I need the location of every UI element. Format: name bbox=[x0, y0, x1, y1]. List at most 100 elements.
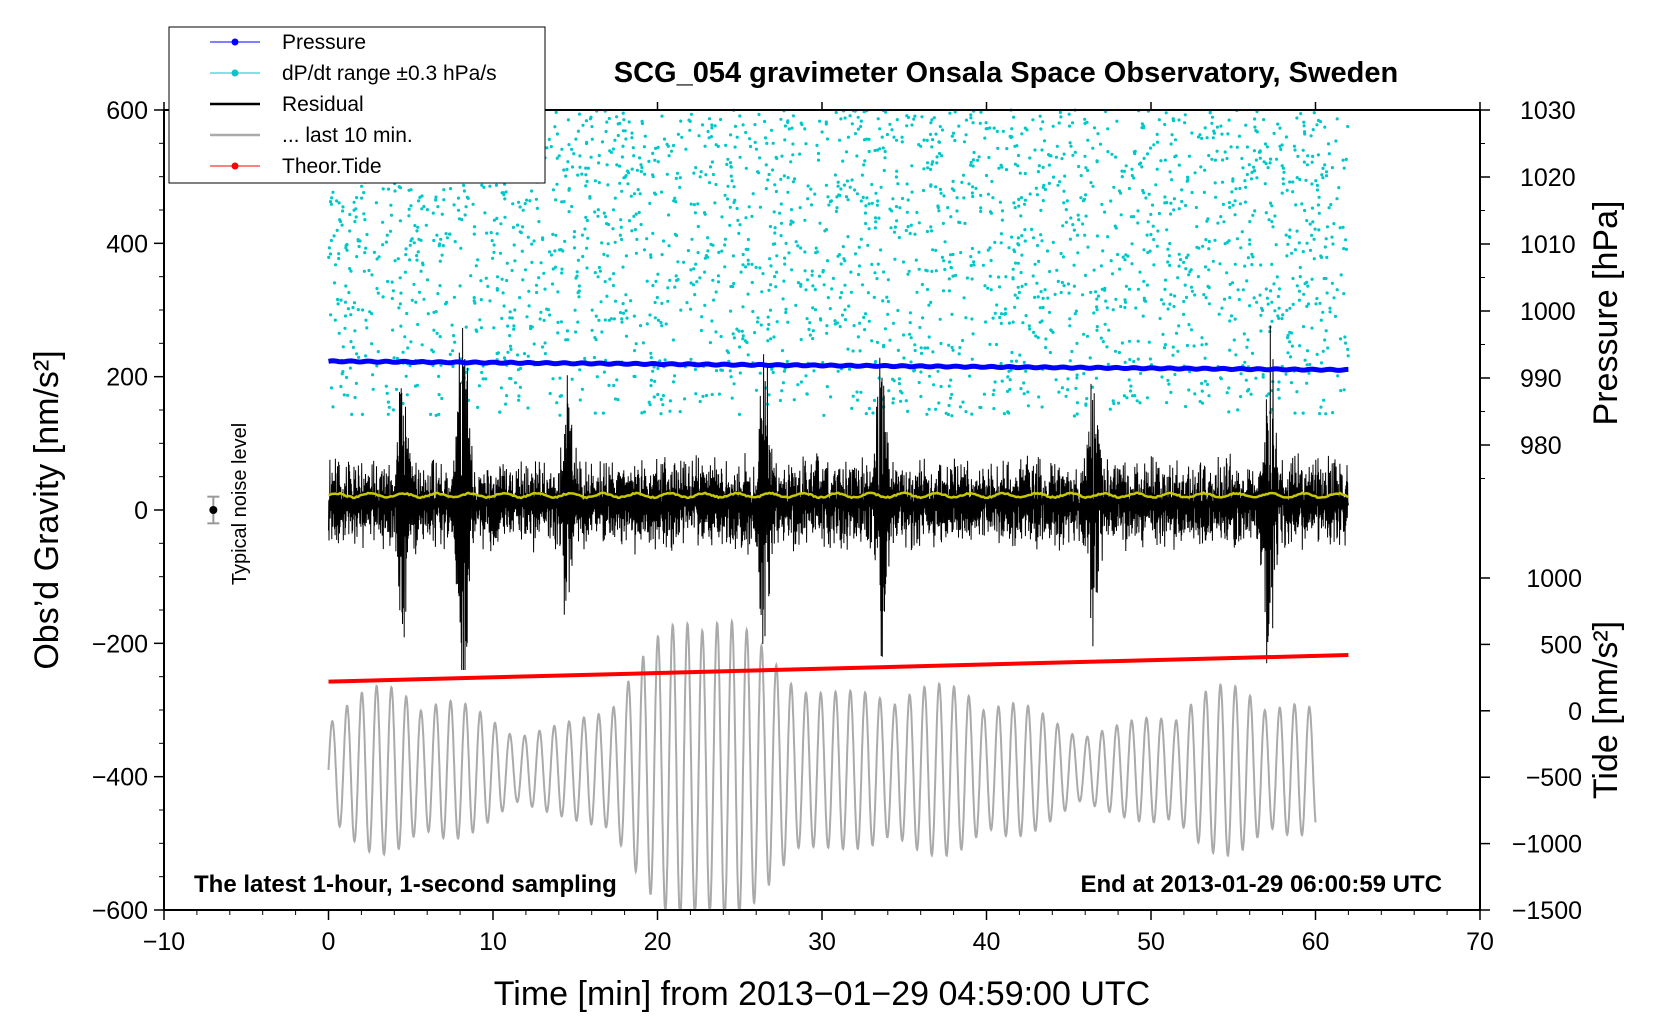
dpdt-point bbox=[345, 375, 349, 380]
dpdt-point bbox=[483, 211, 487, 215]
dpdt-point bbox=[979, 110, 983, 114]
dpdt-point bbox=[714, 330, 718, 334]
dpdt-point bbox=[860, 283, 865, 287]
dpdt-point bbox=[1311, 128, 1315, 132]
dpdt-point bbox=[432, 328, 436, 332]
dpdt-point bbox=[807, 327, 811, 331]
dpdt-point bbox=[1245, 145, 1249, 149]
dpdt-point bbox=[1000, 209, 1005, 213]
dpdt-point bbox=[375, 364, 379, 368]
dpdt-point bbox=[555, 132, 560, 136]
dpdt-point bbox=[859, 237, 863, 241]
dpdt-point bbox=[1294, 203, 1298, 207]
dpdt-point bbox=[391, 328, 395, 332]
dpdt-point bbox=[682, 260, 686, 264]
dpdt-point bbox=[723, 193, 727, 197]
dpdt-point bbox=[653, 191, 657, 195]
dpdt-point bbox=[905, 124, 909, 128]
dpdt-point bbox=[1343, 341, 1348, 345]
dpdt-point bbox=[1238, 202, 1242, 206]
dpdt-point bbox=[397, 185, 401, 189]
dpdt-point bbox=[1008, 134, 1012, 138]
dpdt-point bbox=[950, 414, 954, 418]
dpdt-point bbox=[764, 163, 768, 167]
dpdt-point bbox=[562, 200, 566, 204]
dpdt-point bbox=[917, 267, 921, 271]
dpdt-point bbox=[1166, 247, 1170, 251]
dpdt-point bbox=[1037, 259, 1041, 263]
dpdt-point bbox=[407, 207, 411, 211]
legend-label: ... last 10 min. bbox=[282, 124, 413, 147]
dpdt-point bbox=[714, 182, 718, 187]
pressure-line bbox=[328, 358, 1349, 373]
dpdt-point bbox=[1169, 201, 1173, 205]
dpdt-point bbox=[839, 187, 843, 191]
dpdt-point bbox=[660, 301, 664, 305]
dpdt-point bbox=[508, 310, 512, 314]
dpdt-point bbox=[1326, 142, 1331, 146]
chart-title: SCG_054 gravimeter Onsala Space Observat… bbox=[614, 57, 1398, 89]
dpdt-point bbox=[775, 270, 779, 274]
dpdt-point bbox=[632, 214, 636, 218]
dpdt-point bbox=[1142, 296, 1146, 300]
dpdt-point bbox=[1312, 237, 1316, 241]
dpdt-point bbox=[741, 252, 745, 257]
dpdt-point bbox=[542, 318, 546, 322]
dpdt-point bbox=[773, 231, 777, 235]
dpdt-point bbox=[1158, 316, 1162, 321]
dpdt-point bbox=[1013, 206, 1017, 210]
dpdt-point bbox=[1023, 171, 1027, 176]
dpdt-point bbox=[530, 260, 534, 264]
dpdt-point bbox=[804, 374, 808, 378]
dpdt-point bbox=[1010, 359, 1014, 363]
dpdt-point bbox=[713, 124, 717, 128]
dpdt-point bbox=[647, 159, 651, 163]
dpdt-point bbox=[1142, 279, 1146, 283]
dpdt-point bbox=[597, 153, 601, 158]
dpdt-point bbox=[1308, 362, 1312, 367]
dpdt-point bbox=[815, 143, 819, 147]
dpdt-point bbox=[392, 356, 396, 360]
dpdt-point bbox=[656, 366, 660, 371]
dpdt-point bbox=[866, 291, 871, 295]
x-tick-label: 50 bbox=[1137, 928, 1165, 956]
dpdt-point bbox=[856, 127, 861, 131]
dpdt-point bbox=[748, 137, 752, 141]
dpdt-point bbox=[328, 252, 333, 256]
dpdt-point bbox=[1142, 248, 1146, 252]
dpdt-point bbox=[774, 189, 779, 194]
dpdt-point bbox=[744, 130, 748, 135]
dpdt-point bbox=[1280, 317, 1284, 321]
dpdt-point bbox=[1177, 324, 1181, 328]
dpdt-point bbox=[1270, 204, 1274, 208]
dpdt-point bbox=[671, 143, 676, 148]
dpdt-point bbox=[384, 384, 388, 388]
dpdt-point bbox=[509, 347, 513, 351]
dpdt-point bbox=[838, 296, 842, 300]
dpdt-point bbox=[767, 393, 771, 397]
dpdt-point bbox=[676, 260, 680, 264]
dpdt-point bbox=[1120, 169, 1124, 173]
dpdt-point bbox=[811, 306, 815, 310]
dpdt-point bbox=[970, 317, 974, 321]
dpdt-point bbox=[821, 268, 825, 273]
dpdt-point bbox=[1147, 340, 1151, 344]
dpdt-point bbox=[891, 401, 895, 405]
dpdt-point bbox=[1026, 404, 1030, 408]
dpdt-point bbox=[479, 326, 484, 330]
dpdt-point bbox=[1114, 297, 1118, 301]
dpdt-point bbox=[963, 221, 967, 225]
dpdt-point bbox=[605, 163, 609, 167]
dpdt-point bbox=[913, 114, 917, 118]
dpdt-point bbox=[1103, 210, 1107, 214]
dpdt-point bbox=[1302, 292, 1306, 296]
dpdt-point bbox=[1119, 213, 1123, 217]
dpdt-point bbox=[603, 318, 607, 322]
dpdt-point bbox=[829, 395, 833, 399]
dpdt-point bbox=[563, 239, 567, 243]
dpdt-point bbox=[543, 287, 547, 291]
dpdt-point bbox=[625, 316, 629, 320]
dpdt-point bbox=[1277, 287, 1282, 291]
dpdt-point bbox=[1301, 148, 1305, 152]
dpdt-point bbox=[1346, 354, 1350, 358]
